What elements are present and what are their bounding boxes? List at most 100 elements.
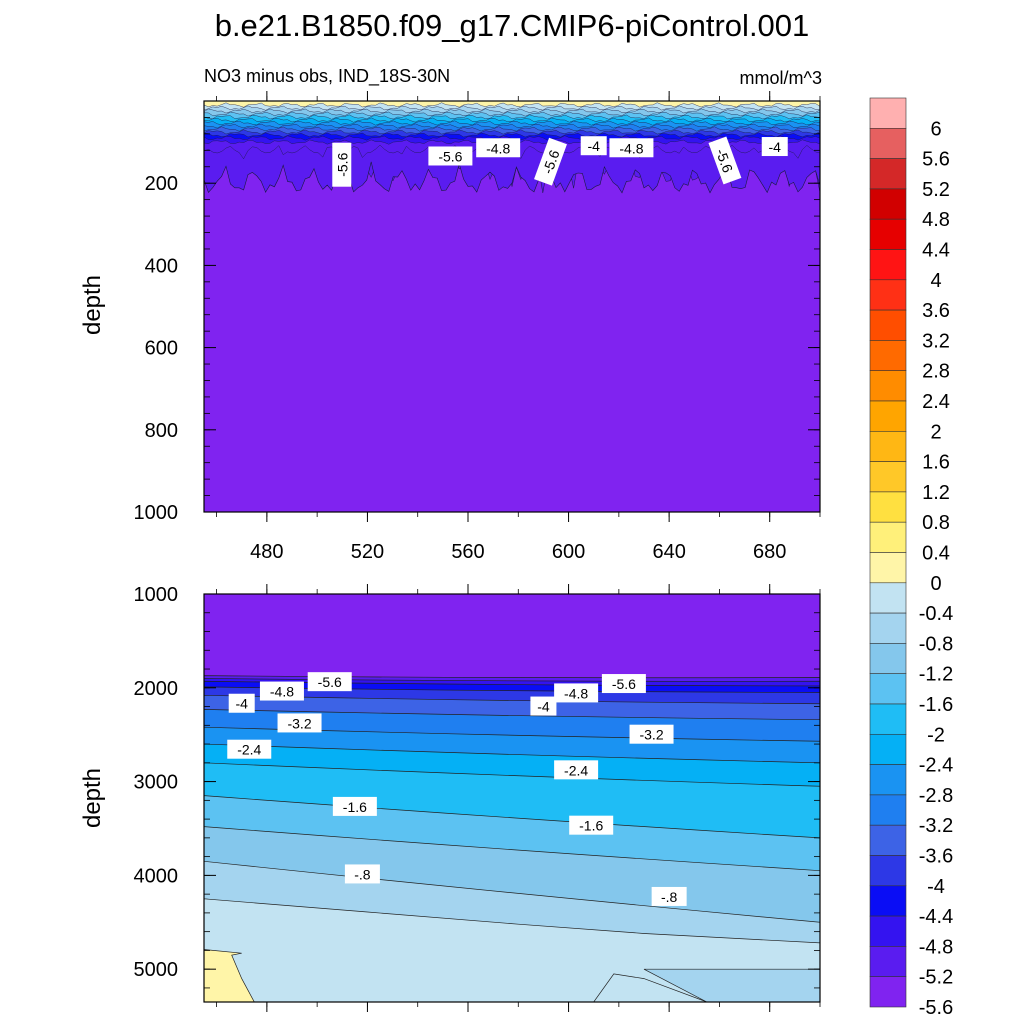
colorbar-box — [869, 946, 907, 978]
contour-label-text: -5.6 — [539, 148, 562, 176]
contour-label-box — [569, 815, 614, 835]
contour-label-box — [651, 886, 687, 906]
colorbar-label: 0 — [930, 573, 941, 595]
plot-frame — [203, 593, 821, 1003]
x-tick-label: 560 — [451, 541, 484, 563]
colorbar-label: -4.8 — [919, 936, 953, 958]
colorbar-label: 2 — [930, 421, 941, 443]
contour-label-box — [228, 693, 255, 713]
colorbar-box — [869, 915, 907, 947]
colorbar-label: 2.4 — [922, 391, 950, 413]
colorbar-label: -2.4 — [919, 755, 953, 777]
contour-label-text: -5.6 — [612, 676, 636, 692]
colorbar-label: -4 — [927, 876, 945, 898]
contour-band-positive — [204, 949, 255, 1002]
contour-label: -.8 — [344, 864, 380, 884]
colorbar-label: -3.6 — [919, 846, 953, 868]
y-tick-label: 800 — [145, 420, 178, 442]
top-panel-ylabel: depth — [79, 275, 106, 335]
contour-label: -3.2 — [629, 724, 674, 744]
colorbar-box — [869, 582, 907, 614]
contour-label-text: -2.4 — [564, 762, 588, 778]
x-tick-label: 640 — [652, 541, 685, 563]
contour-label-text: -4 — [235, 696, 248, 712]
contour-label-box — [534, 137, 567, 186]
colorbar-label: -0.8 — [919, 633, 953, 655]
contour-label: -.8 — [651, 886, 687, 906]
colorbar-box — [869, 309, 907, 341]
y-tick-label: 4000 — [134, 865, 179, 887]
contour-label-text: -.8 — [354, 866, 371, 882]
contour-label: -4.8 — [609, 138, 654, 158]
contour-label: -4.8 — [554, 683, 599, 703]
colorbar-label: 1.2 — [922, 482, 950, 504]
contour-label-text: -5.6 — [713, 147, 736, 175]
contour-label-text: -4.8 — [619, 140, 643, 156]
contour-label: -5.6 — [332, 142, 352, 187]
contour-label: -5.6 — [708, 136, 742, 185]
figure-title: b.e21.B1850.f09_g17.CMIP6-piControl.001 — [215, 8, 810, 43]
colorbar-box — [869, 552, 907, 584]
colorbar-box — [869, 794, 907, 826]
colorbar-box — [869, 976, 907, 1008]
y-tick-label: 3000 — [134, 772, 179, 794]
contour-label-box — [227, 739, 272, 759]
contour-label-text: -4.8 — [270, 684, 294, 700]
contour-label: -5.6 — [601, 674, 646, 694]
colorbar-label: 5.6 — [922, 149, 950, 171]
colorbar-label: -3.2 — [919, 815, 953, 837]
colorbar-box — [869, 218, 907, 250]
colorbar-label: 4.8 — [922, 209, 950, 231]
colorbar-box — [869, 673, 907, 705]
colorbar-box — [869, 97, 907, 129]
contour-label-text: -4 — [769, 139, 782, 155]
contour-label-text: -.8 — [661, 889, 678, 905]
y-tick-label: 1000 — [134, 584, 179, 606]
contour-label-text: -4 — [587, 138, 600, 154]
colorbar-box — [869, 461, 907, 493]
contour-label-text: -5.6 — [334, 152, 350, 176]
y-tick-label: 1000 — [134, 502, 179, 524]
colorbar: 6 5.6 5.2 4.8 4.4 4 3.6 3.2 2.8 2.4 2 1.6 1.2 0.8 0.4 0… — [869, 97, 953, 1019]
colorbar-label: 3.6 — [922, 300, 950, 322]
colorbar-label: -2 — [927, 724, 945, 746]
contour-label-box — [609, 138, 654, 158]
y-tick-label: 200 — [145, 173, 178, 195]
contour-label: -4 — [530, 696, 557, 716]
colorbar-box — [869, 128, 907, 159]
top-panel: NO3 minus obs, IND_18S-30N mmol/m^3 dept… — [79, 66, 822, 563]
contour-band — [203, 100, 821, 108]
colorbar-box — [869, 279, 907, 311]
colorbar-box — [869, 370, 907, 402]
colorbar-box — [869, 400, 907, 432]
contour-label-box — [761, 137, 788, 157]
contour-label-text: -3.2 — [639, 727, 663, 743]
top-panel-title: NO3 minus obs, IND_18S-30N — [204, 66, 450, 87]
colorbar-label: 1.6 — [922, 452, 950, 474]
contour-label: -2.4 — [227, 739, 272, 759]
contour-label-box — [580, 136, 607, 156]
contour-label-text: -4.8 — [564, 685, 588, 701]
colorbar-box — [869, 885, 907, 917]
contour-label-text: -4 — [537, 699, 550, 715]
colorbar-box — [869, 733, 907, 765]
contour-label-text: -3.2 — [287, 715, 311, 731]
colorbar-label: 4 — [930, 270, 941, 292]
colorbar-box — [869, 612, 907, 644]
colorbar-label: -1.2 — [919, 664, 953, 686]
contour-label-text: -1.6 — [579, 818, 603, 834]
contour-label-box — [554, 760, 599, 780]
colorbar-label: 3.2 — [922, 330, 950, 352]
y-tick-label: 400 — [145, 255, 178, 277]
colorbar-label: -4.4 — [919, 906, 953, 928]
contour-label: -4 — [761, 137, 788, 157]
colorbar-label: -5.6 — [919, 997, 953, 1019]
y-tick-label: 600 — [145, 338, 178, 360]
x-tick-label: 480 — [250, 541, 283, 563]
contour-label: -5.6 — [428, 146, 473, 166]
contour-label-box — [259, 681, 304, 701]
contour-label: -1.6 — [569, 815, 614, 835]
contour-label-box — [332, 142, 352, 187]
x-tick-label: 600 — [552, 541, 585, 563]
contour-band — [643, 968, 820, 1002]
